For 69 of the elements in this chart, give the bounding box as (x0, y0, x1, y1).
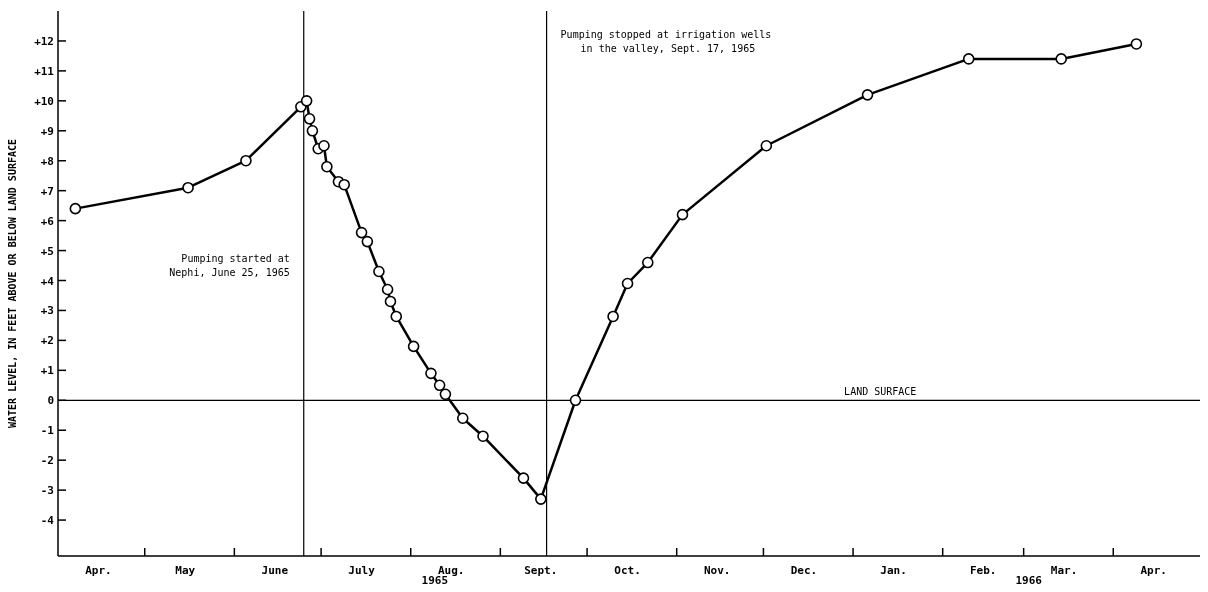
point (303, 113, 316, 125)
point (355, 226, 368, 239)
y-tick-label: +5 (40, 244, 54, 258)
point (338, 178, 351, 191)
y-tick-label: +10 (34, 94, 54, 108)
y-tick-label: -3 (40, 484, 54, 498)
x-tick-label: Mar. (1050, 564, 1078, 577)
y-tick-label: +4 (40, 274, 55, 288)
y-tick-label: +6 (40, 214, 55, 228)
point (407, 340, 420, 353)
y-tick-label: +12 (34, 34, 54, 48)
point (1055, 53, 1068, 65)
point (607, 310, 619, 323)
point (477, 430, 489, 443)
x-tick-label: May (175, 564, 196, 577)
point (182, 181, 194, 194)
y-tick-label: +2 (40, 334, 54, 348)
point (300, 95, 313, 107)
y-tick-label: -2 (40, 454, 54, 468)
y-tick-label: +8 (40, 154, 54, 168)
point (676, 208, 689, 221)
point (1130, 38, 1143, 50)
point (621, 277, 634, 290)
point (69, 202, 82, 215)
point (760, 139, 773, 152)
point (641, 256, 654, 269)
x-tick-label: Nov. (703, 564, 731, 577)
ref-line-label: LAND SURFACE (844, 386, 917, 398)
y-tick-label: +1 (40, 364, 55, 378)
x-tick-label: Sept. (524, 564, 558, 577)
point (390, 310, 403, 323)
point (321, 160, 333, 173)
ref-line-label: Pumping stopped at irrigation wells in the valley, Sept. 17, 1965 (560, 29, 772, 55)
y-axis-title: WATER LEVEL, IN FEET ABOVE OR BELOW LAND SURFACE (6, 139, 18, 428)
x-tick-label: Apr. (1140, 564, 1167, 577)
y-tick-label: -1 (40, 424, 55, 438)
point (318, 139, 330, 152)
point (433, 379, 446, 392)
y-tick-label: +3 (40, 304, 54, 318)
y-tick-label: -4 (40, 514, 55, 528)
x-tick-label: Oct. (614, 564, 641, 577)
point (361, 235, 374, 248)
text: 1965 (421, 574, 449, 587)
point (962, 53, 975, 65)
point (306, 124, 319, 137)
point (384, 295, 397, 308)
x-tick-label: June (261, 564, 289, 577)
x-tick-label: July (348, 564, 376, 577)
text: 1966 (1015, 574, 1042, 587)
y-tick-label: 0 (47, 394, 54, 408)
point (373, 265, 385, 278)
y-tick-label: +7 (40, 184, 54, 198)
point (569, 394, 582, 407)
ref-line-label: Pumping started at Nephi, June 25, 1965 (169, 252, 290, 278)
x-tick-label: Aug. (437, 564, 465, 577)
point (425, 367, 437, 380)
y-tick-label: +9 (40, 124, 54, 138)
point (456, 412, 469, 425)
y-tick-label: +11 (34, 64, 55, 78)
x-tick-label: Apr. (85, 564, 112, 577)
point (381, 283, 394, 296)
point (861, 89, 874, 101)
x-tick-label: Feb. (969, 564, 997, 577)
point (240, 154, 252, 167)
point (439, 388, 452, 401)
x-tick-label: Dec. (790, 564, 818, 577)
point (517, 472, 530, 484)
point (535, 493, 547, 505)
x-tick-label: Jan. (880, 564, 907, 577)
